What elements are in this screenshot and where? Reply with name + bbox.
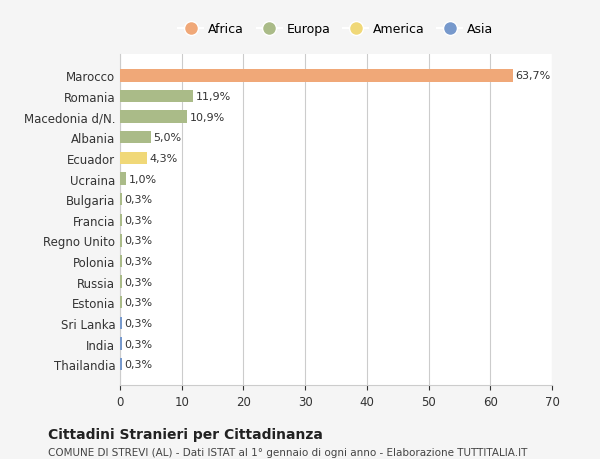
Bar [120,255,122,268]
Text: 0,3%: 0,3% [124,195,152,205]
Bar [120,235,122,247]
Bar [120,152,146,165]
Bar [120,91,193,103]
Bar [120,173,126,185]
Text: 0,3%: 0,3% [124,318,152,328]
Text: 11,9%: 11,9% [196,92,231,102]
Bar [120,297,122,309]
Bar [120,111,187,123]
Text: Cittadini Stranieri per Cittadinanza: Cittadini Stranieri per Cittadinanza [48,427,323,441]
Text: COMUNE DI STREVI (AL) - Dati ISTAT al 1° gennaio di ogni anno - Elaborazione TUT: COMUNE DI STREVI (AL) - Dati ISTAT al 1°… [48,448,527,458]
Bar [120,358,122,370]
Bar [120,214,122,226]
Bar [120,338,122,350]
Text: 1,0%: 1,0% [128,174,157,184]
Bar [120,70,513,83]
Text: 0,3%: 0,3% [124,257,152,267]
Bar [120,194,122,206]
Bar [120,132,151,144]
Text: 5,0%: 5,0% [154,133,181,143]
Legend: Africa, Europa, America, Asia: Africa, Europa, America, Asia [173,18,499,41]
Text: 0,3%: 0,3% [124,339,152,349]
Bar [120,317,122,330]
Text: 0,3%: 0,3% [124,215,152,225]
Text: 63,7%: 63,7% [515,71,551,81]
Text: 10,9%: 10,9% [190,112,225,123]
Text: 0,3%: 0,3% [124,359,152,369]
Text: 0,3%: 0,3% [124,297,152,308]
Text: 4,3%: 4,3% [149,154,177,163]
Text: 0,3%: 0,3% [124,236,152,246]
Bar [120,276,122,288]
Text: 0,3%: 0,3% [124,277,152,287]
